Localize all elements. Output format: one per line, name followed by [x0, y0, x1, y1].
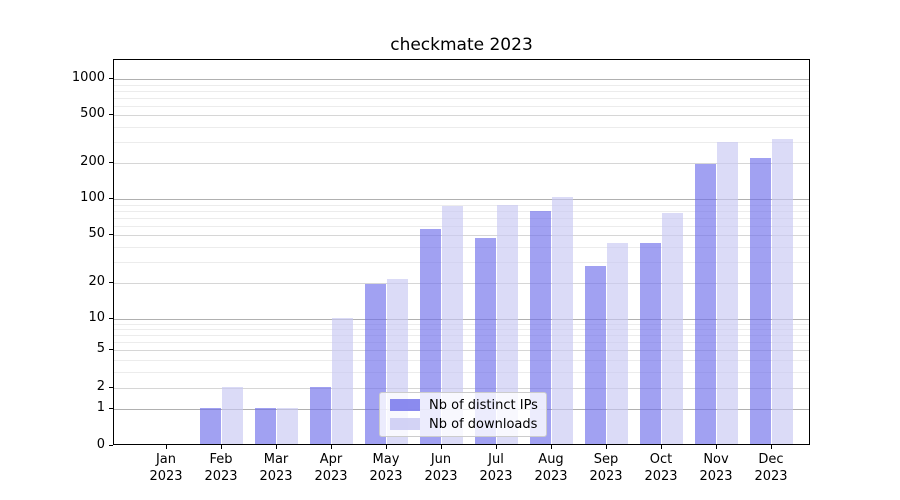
y-axis-tickmark [109, 349, 113, 351]
x-axis-tick-label: Mar 2023 [259, 452, 293, 484]
bar-distinct-ips [199, 407, 221, 444]
bar-downloads [771, 138, 793, 444]
bar-downloads [716, 142, 738, 444]
bar-downloads [441, 206, 463, 444]
x-axis-tick-label: May 2023 [369, 452, 403, 484]
x-axis-tickmark [716, 445, 717, 449]
y-axis-tick-label: 50 [88, 226, 105, 242]
bar-downloads [606, 243, 628, 444]
bar-downloads [661, 212, 683, 444]
legend-label-distinct-ips: Nb of distinct IPs [429, 397, 538, 413]
x-axis-tickmark [166, 445, 167, 449]
x-axis-tickmark [606, 445, 607, 449]
bar-downloads [221, 386, 243, 444]
x-axis-tick-label: Dec 2023 [754, 452, 788, 484]
x-axis-tickmark [661, 445, 662, 449]
y-axis-tick-label: 1 [96, 400, 105, 416]
bar-distinct-ips [749, 157, 771, 444]
x-axis-tickmark [386, 445, 387, 449]
y-gridline-minor [114, 127, 809, 129]
bar-distinct-ips [529, 211, 551, 444]
y-gridline-minor [114, 84, 809, 86]
x-axis-tick-label: Jan 2023 [149, 452, 183, 484]
bar-distinct-ips [694, 163, 716, 444]
y-axis-tickmark [109, 282, 113, 284]
bar-distinct-ips [254, 407, 276, 444]
bar-distinct-ips [419, 229, 441, 444]
y-axis-tick-label: 200 [80, 154, 105, 170]
x-axis-tick-label: Nov 2023 [699, 452, 733, 484]
y-gridline-minor [114, 204, 809, 206]
bar-distinct-ips [584, 266, 606, 444]
legend-swatch-downloads [390, 418, 420, 430]
y-gridline [114, 199, 809, 201]
y-axis-tickmark [109, 387, 113, 389]
x-axis-tick-label: Aug 2023 [534, 452, 568, 484]
x-axis-tick-label: Apr 2023 [314, 452, 348, 484]
bar-downloads [331, 317, 353, 444]
legend-swatch-distinct-ips [390, 399, 420, 411]
y-gridline-minor [114, 97, 809, 99]
x-axis-tick-label: Jul 2023 [479, 452, 513, 484]
y-axis-tick-label: 5 [96, 341, 105, 357]
y-axis-tick-label: 500 [80, 106, 105, 122]
legend-label-downloads: Nb of downloads [429, 416, 538, 432]
y-axis-tick-label: 2 [96, 379, 105, 395]
y-axis-tick-label: 0 [96, 436, 105, 452]
bar-downloads [551, 196, 573, 444]
y-gridline-minor [114, 90, 809, 92]
x-axis-tickmark [496, 445, 497, 449]
y-axis-tick-label: 1000 [71, 70, 105, 86]
y-axis-tickmark [109, 198, 113, 200]
x-axis-tickmark [551, 445, 552, 449]
y-axis-tick-label: 100 [80, 190, 105, 206]
y-axis-tickmark [109, 408, 113, 410]
y-axis-tickmark [109, 162, 113, 164]
y-axis-tickmark [109, 234, 113, 236]
y-axis-tick-label: 10 [88, 310, 105, 326]
x-axis-tick-label: Oct 2023 [644, 452, 678, 484]
y-axis-tickmark [109, 318, 113, 320]
y-gridline-minor [114, 142, 809, 143]
x-axis-tick-label: Feb 2023 [204, 452, 238, 484]
bar-distinct-ips [309, 386, 331, 444]
x-axis-tick-label: Sep 2023 [589, 452, 623, 484]
y-axis-tick-label: 20 [88, 274, 105, 290]
legend-item-distinct-ips: Nb of distinct IPs [390, 398, 546, 413]
x-axis-tickmark [771, 445, 772, 449]
x-axis-tickmark [441, 445, 442, 449]
plot-area: Nb of distinct IPs Nb of downloads [113, 59, 810, 445]
x-axis-tickmark [276, 445, 277, 449]
x-axis-tickmark [331, 445, 332, 449]
bar-distinct-ips [639, 243, 661, 444]
y-gridline [114, 115, 809, 117]
y-axis-tickmark [109, 444, 113, 446]
y-gridline [114, 163, 809, 165]
legend: Nb of distinct IPs Nb of downloads [379, 392, 547, 437]
legend-item-downloads: Nb of downloads [390, 417, 546, 432]
chart-title: checkmate 2023 [390, 35, 533, 55]
bar-downloads [276, 407, 298, 444]
bar-downloads [496, 204, 518, 444]
y-gridline [114, 79, 809, 81]
x-axis-tick-label: Jun 2023 [424, 452, 458, 484]
y-axis-tickmark [109, 114, 113, 116]
x-axis-tickmark [221, 445, 222, 449]
y-gridline-minor [114, 105, 809, 107]
y-axis-tickmark [109, 78, 113, 80]
